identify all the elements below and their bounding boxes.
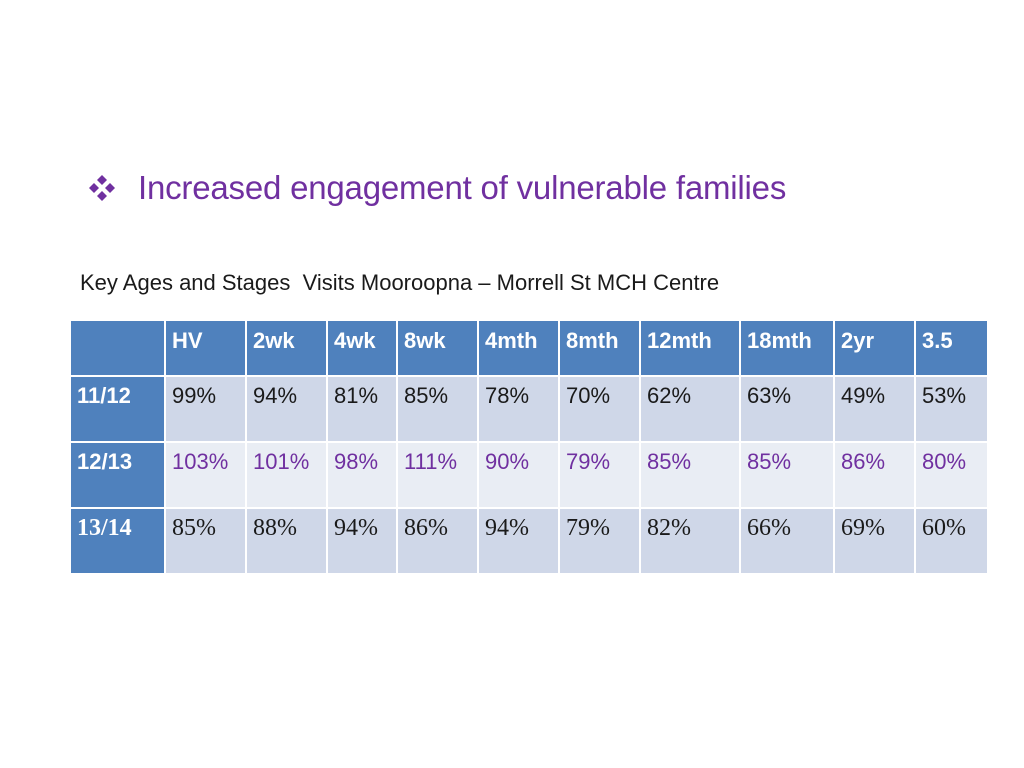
table-cell: 53% <box>914 375 989 443</box>
table-cell: 85% <box>639 441 741 509</box>
table-cell: 85% <box>739 441 835 509</box>
table-cell: 94% <box>326 507 398 575</box>
table-cell: 79% <box>558 507 641 575</box>
row-label: 11/12 <box>69 375 166 443</box>
table-cell: 78% <box>477 375 560 443</box>
table-cell: 69% <box>833 507 916 575</box>
column-header: 8mth <box>558 319 641 377</box>
table-cell: 85% <box>396 375 479 443</box>
column-header: 3.5 <box>914 319 989 377</box>
table-cell: 94% <box>245 375 328 443</box>
column-header: 2yr <box>833 319 916 377</box>
table-row: 13/14 85% 88% 94% 86% 94% 79% 82% 66% 69… <box>69 507 989 575</box>
column-header: 18mth <box>739 319 835 377</box>
bullet-heading: Increased engagement of vulnerable famil… <box>138 169 787 206</box>
table-cell: 90% <box>477 441 560 509</box>
table-cell: 80% <box>914 441 989 509</box>
table-cell: 82% <box>639 507 741 575</box>
table-cell: 99% <box>164 375 247 443</box>
table-cell: 70% <box>558 375 641 443</box>
table-cell: 86% <box>833 441 916 509</box>
table-cell: 79% <box>558 441 641 509</box>
column-header: HV <box>164 319 247 377</box>
table-cell: 94% <box>477 507 560 575</box>
table-cell: 88% <box>245 507 328 575</box>
column-header: 8wk <box>396 319 479 377</box>
table-cell: 98% <box>326 441 398 509</box>
column-header: 4mth <box>477 319 560 377</box>
table-cell: 49% <box>833 375 916 443</box>
table-row: 12/13 103% 101% 98% 111% 90% 79% 85% 85%… <box>69 441 989 509</box>
table-cell: 103% <box>164 441 247 509</box>
header-corner-cell <box>69 319 166 377</box>
column-header: 4wk <box>326 319 398 377</box>
bullet-point: Increased engagement of vulnerable famil… <box>88 166 786 210</box>
table-cell: 86% <box>396 507 479 575</box>
column-header: 2wk <box>245 319 328 377</box>
table-cell: 111% <box>396 441 479 509</box>
column-header: 12mth <box>639 319 741 377</box>
table-cell: 63% <box>739 375 835 443</box>
row-label: 12/13 <box>69 441 166 509</box>
table-cell: 62% <box>639 375 741 443</box>
table-caption: Key Ages and Stages Visits Mooroopna – M… <box>80 270 720 295</box>
table-row: 11/12 99% 94% 81% 85% 78% 70% 62% 63% 49… <box>69 375 989 443</box>
row-label: 13/14 <box>69 507 166 575</box>
table-cell: 81% <box>326 375 398 443</box>
table-cell: 60% <box>914 507 989 575</box>
visits-table: HV 2wk 4wk 8wk 4mth 8mth 12mth 18mth 2yr… <box>69 319 989 575</box>
table-header-row: HV 2wk 4wk 8wk 4mth 8mth 12mth 18mth 2yr… <box>69 319 989 377</box>
table-cell: 101% <box>245 441 328 509</box>
table-cell: 66% <box>739 507 835 575</box>
table-cell: 85% <box>164 507 247 575</box>
four-diamond-bullet-icon <box>89 175 115 201</box>
